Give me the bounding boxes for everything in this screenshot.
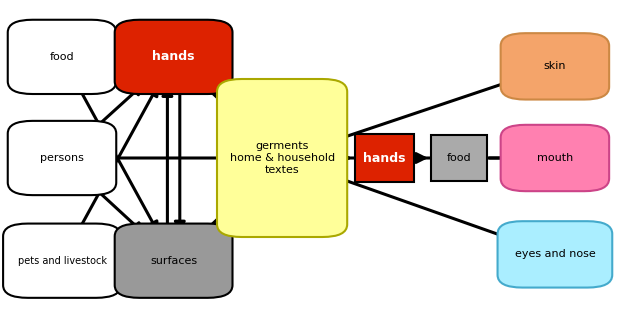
FancyBboxPatch shape [8, 20, 117, 94]
Text: food: food [446, 153, 471, 163]
Text: germents
home & household
textes: germents home & household textes [229, 141, 335, 175]
Text: pets and livestock: pets and livestock [17, 256, 107, 266]
FancyBboxPatch shape [431, 135, 487, 181]
Text: food: food [50, 52, 74, 62]
FancyBboxPatch shape [497, 221, 613, 288]
FancyBboxPatch shape [217, 79, 347, 237]
Text: eyes and nose: eyes and nose [515, 249, 595, 259]
FancyBboxPatch shape [115, 224, 232, 298]
Text: hands: hands [363, 151, 405, 165]
FancyBboxPatch shape [501, 33, 609, 100]
Text: skin: skin [544, 61, 566, 71]
Text: persons: persons [40, 153, 84, 163]
Text: hands: hands [153, 50, 195, 64]
Text: surfaces: surfaces [150, 256, 197, 266]
FancyBboxPatch shape [8, 121, 117, 195]
FancyBboxPatch shape [501, 125, 609, 191]
FancyBboxPatch shape [3, 224, 121, 298]
Text: mouth: mouth [537, 153, 573, 163]
FancyBboxPatch shape [355, 133, 414, 183]
FancyBboxPatch shape [115, 20, 232, 94]
